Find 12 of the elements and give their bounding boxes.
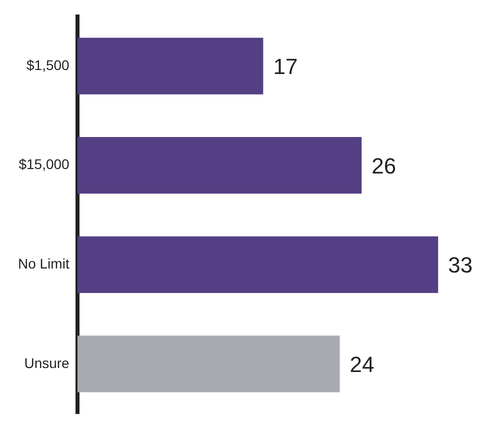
bar — [77, 336, 340, 392]
bar — [77, 236, 438, 293]
y-tick-label: $1,500 — [26, 56, 70, 73]
data-label: 33 — [448, 252, 473, 278]
y-tick-label: $15,000 — [18, 156, 70, 172]
data-label: 24 — [350, 352, 374, 378]
data-label: 26 — [372, 153, 396, 178]
y-tick-label: No Limit — [18, 256, 70, 272]
y-tick-label: Unsure — [24, 354, 70, 371]
bar — [77, 137, 362, 194]
bar — [77, 38, 264, 94]
data-label: 17 — [273, 54, 298, 80]
